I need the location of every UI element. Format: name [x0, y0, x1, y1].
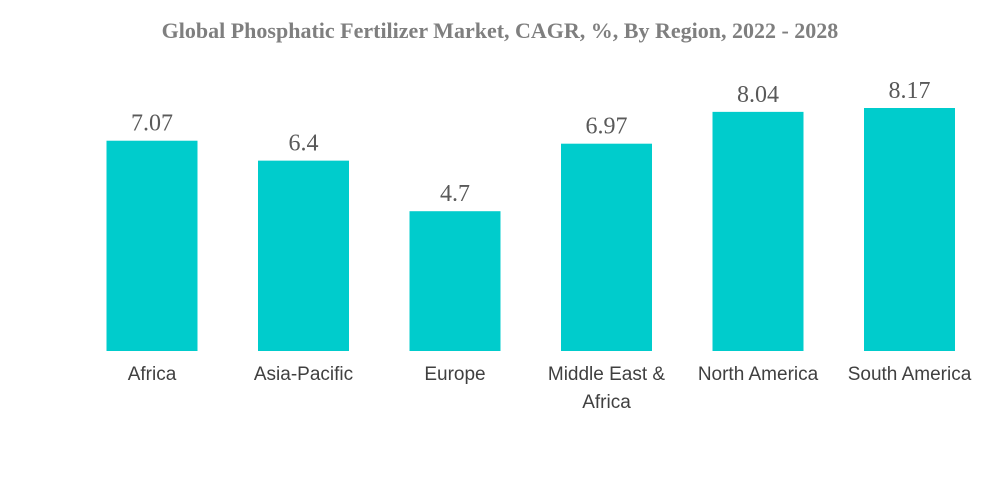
x-tick-label: Africa — [128, 364, 177, 385]
x-tick-label: North America — [698, 364, 819, 385]
data-label: 6.97 — [586, 114, 628, 140]
data-label: 4.7 — [440, 181, 470, 207]
bar-asia-pacific — [258, 160, 349, 351]
data-label: 8.04 — [737, 82, 779, 108]
bar-africa — [106, 140, 198, 351]
data-label: 8.17 — [889, 78, 931, 104]
x-tick-label: Middle East & Africa — [548, 364, 666, 413]
chart-title: Global Phosphatic Fertilizer Market, CAG… — [161, 18, 839, 43]
bar-europe — [409, 211, 501, 351]
data-label: 7.07 — [131, 111, 173, 137]
x-tick-label: South America — [848, 364, 972, 385]
bar-middle-east-africa — [561, 143, 652, 351]
bar-north-america — [712, 111, 804, 352]
x-tick-label: Asia-Pacific — [254, 364, 353, 385]
x-tick-label: Europe — [424, 364, 485, 385]
bar-south-america — [864, 108, 955, 351]
data-label: 6.4 — [289, 131, 319, 157]
